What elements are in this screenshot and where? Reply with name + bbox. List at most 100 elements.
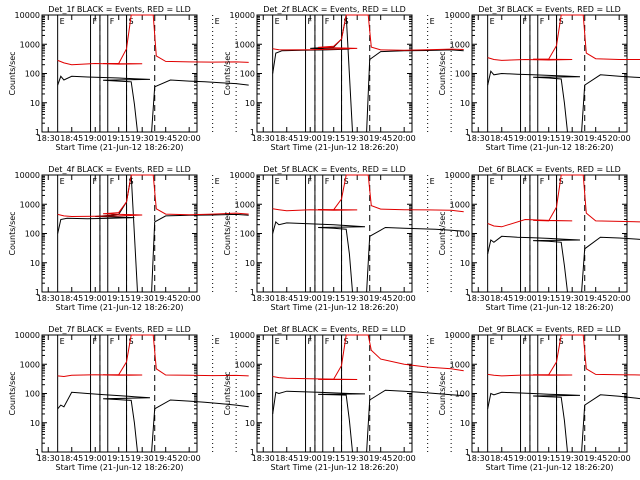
y-tick-label: 10000 (445, 171, 470, 180)
x-tick-label: 18:30 (467, 454, 490, 463)
event-label: S (129, 337, 134, 346)
y-tick-label: 1 (250, 288, 255, 297)
x-tick-label: 20:00 (608, 454, 631, 463)
y-tick-label: 10000 (15, 331, 40, 340)
series-line-lld (272, 14, 464, 51)
plot-frame (41, 334, 198, 453)
series-line-events (487, 70, 640, 133)
y-tick-label: 1000 (450, 40, 470, 49)
series-line-lld (487, 174, 640, 228)
y-tick-label: 10 (245, 419, 255, 428)
event-label: E (215, 177, 220, 186)
y-axis-label: Counts/sec (223, 51, 232, 95)
x-axis-label: Start Time (21-Jun-12 18:26:20) (486, 463, 614, 472)
event-label: F (93, 177, 98, 186)
y-tick-label: 1 (35, 288, 40, 297)
chart-panel: Det_4f BLACK = Events, RED = LLD 1 10 100 10… (8, 165, 249, 312)
y-tick-label: 1 (465, 448, 470, 457)
x-tick-label: 20:00 (393, 134, 416, 143)
chart-panel: Det_9f BLACK = Events, RED = LLD 1 10 100 10… (438, 325, 640, 472)
y-tick-label: 100 (25, 70, 40, 79)
y-tick-label: 10000 (230, 331, 255, 340)
x-tick-label: 19:00 (84, 454, 107, 463)
event-label: S (344, 177, 349, 186)
chart-title: Det_7f BLACK = Events, RED = LLD (48, 325, 191, 334)
x-tick-label: 18:30 (252, 294, 275, 303)
plot-frame (256, 174, 413, 293)
event-label: F (540, 177, 545, 186)
y-axis-label: Counts/sec (438, 371, 447, 415)
event-label: E (490, 337, 495, 346)
event-label: F (523, 337, 528, 346)
x-tick-label: 19:45 (154, 134, 177, 143)
y-tick-label: 100 (455, 70, 470, 79)
x-tick-label: 20:00 (608, 134, 631, 143)
plot-frame (471, 174, 628, 293)
series-line-events (487, 391, 640, 453)
y-tick-label: 10 (460, 419, 470, 428)
y-tick-label: 1 (250, 128, 255, 137)
y-tick-label: 10 (30, 99, 40, 108)
y-tick-label: 10 (30, 259, 40, 268)
series-line-events (272, 14, 464, 133)
x-tick-label: 19:00 (299, 454, 322, 463)
y-tick-label: 10000 (15, 11, 40, 20)
x-tick-label: 19:15 (107, 454, 130, 463)
y-tick-label: 10 (245, 259, 255, 268)
x-tick-label: 19:00 (514, 134, 537, 143)
y-tick-label: 1000 (450, 360, 470, 369)
y-axis-label: Counts/sec (223, 211, 232, 255)
x-tick-label: 19:45 (584, 134, 607, 143)
event-label: E (430, 17, 435, 26)
series-line-events (57, 391, 249, 453)
y-tick-label: 10 (460, 259, 470, 268)
x-tick-label: 19:45 (369, 294, 392, 303)
y-tick-label: 1000 (235, 200, 255, 209)
x-tick-label: 18:30 (37, 134, 60, 143)
event-label: F (308, 17, 313, 26)
x-tick-label: 18:30 (252, 134, 275, 143)
x-tick-label: 18:30 (37, 294, 60, 303)
y-tick-label: 1000 (450, 200, 470, 209)
event-label: F (93, 337, 98, 346)
series-line-lld (487, 334, 640, 377)
series-line-lld (272, 174, 464, 213)
chart-title: Det_2f BLACK = Events, RED = LLD (263, 5, 406, 14)
y-tick-label: 10 (245, 99, 255, 108)
x-tick-label: 19:30 (346, 134, 369, 143)
x-tick-label: 18:45 (60, 294, 83, 303)
x-tick-label: 19:30 (561, 294, 584, 303)
x-tick-label: 18:45 (275, 294, 298, 303)
y-tick-label: 10000 (445, 11, 470, 20)
event-label: F (325, 177, 330, 186)
series-line-lld (272, 334, 464, 380)
event-label: S (344, 337, 349, 346)
x-tick-label: 20:00 (178, 454, 201, 463)
x-tick-label: 18:45 (490, 294, 513, 303)
event-label: E (490, 17, 495, 26)
x-tick-label: 19:30 (131, 294, 154, 303)
x-tick-label: 18:30 (37, 454, 60, 463)
chart-title: Det_8f BLACK = Events, RED = LLD (263, 325, 406, 334)
event-label: F (308, 337, 313, 346)
y-tick-label: 1000 (20, 40, 40, 49)
x-tick-label: 19:00 (299, 294, 322, 303)
chart-panel: Det_5f BLACK = Events, RED = LLD 1 10 100 10… (223, 165, 464, 312)
x-tick-label: 19:30 (346, 454, 369, 463)
y-tick-label: 1 (465, 288, 470, 297)
y-tick-label: 100 (240, 390, 255, 399)
y-tick-label: 100 (240, 70, 255, 79)
y-tick-label: 100 (25, 390, 40, 399)
x-tick-label: 19:15 (107, 134, 130, 143)
x-tick-label: 18:45 (275, 454, 298, 463)
plot-frame (256, 14, 413, 133)
chart-panel: Det_6f BLACK = Events, RED = LLD 1 10 100 10… (438, 165, 640, 312)
x-axis-label: Start Time (21-Jun-12 18:26:20) (271, 143, 399, 152)
series-line-events (487, 235, 640, 293)
x-tick-label: 19:30 (561, 454, 584, 463)
event-label: E (60, 177, 65, 186)
event-label: S (129, 17, 134, 26)
x-tick-label: 19:45 (154, 294, 177, 303)
x-axis-label: Start Time (21-Jun-12 18:26:20) (56, 463, 184, 472)
event-label: E (430, 177, 435, 186)
